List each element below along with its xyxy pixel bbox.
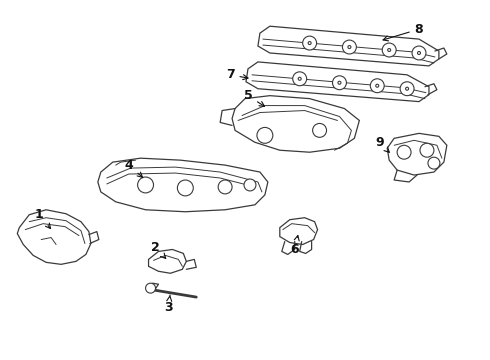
Text: 2: 2 [151, 241, 166, 258]
Circle shape [400, 82, 414, 96]
Circle shape [412, 46, 426, 60]
Circle shape [397, 145, 411, 159]
Circle shape [343, 40, 356, 54]
Circle shape [406, 87, 409, 90]
Text: 8: 8 [383, 23, 423, 41]
Circle shape [244, 179, 256, 191]
Circle shape [298, 77, 301, 80]
Text: 1: 1 [35, 208, 50, 229]
Circle shape [420, 143, 434, 157]
Circle shape [218, 180, 232, 194]
Polygon shape [258, 26, 439, 66]
Circle shape [370, 79, 384, 93]
Text: 9: 9 [375, 136, 390, 152]
Polygon shape [387, 133, 447, 175]
Text: 4: 4 [124, 159, 143, 177]
Polygon shape [232, 96, 359, 152]
Text: 7: 7 [226, 68, 248, 81]
Circle shape [338, 81, 341, 84]
Text: 3: 3 [164, 295, 173, 314]
Circle shape [313, 123, 326, 137]
Polygon shape [17, 210, 91, 264]
Circle shape [376, 84, 379, 87]
Circle shape [303, 36, 317, 50]
Circle shape [333, 76, 346, 90]
Polygon shape [246, 62, 429, 102]
Circle shape [417, 51, 420, 54]
Circle shape [428, 157, 440, 169]
Polygon shape [280, 218, 318, 244]
Circle shape [257, 127, 273, 143]
Polygon shape [98, 158, 268, 212]
Circle shape [177, 180, 193, 196]
Circle shape [388, 49, 391, 51]
Polygon shape [148, 249, 186, 273]
Circle shape [382, 43, 396, 57]
Text: 5: 5 [244, 89, 265, 106]
Circle shape [308, 41, 311, 45]
Circle shape [348, 46, 351, 49]
Circle shape [138, 177, 153, 193]
Text: 6: 6 [291, 235, 299, 256]
Circle shape [146, 283, 155, 293]
Circle shape [293, 72, 307, 86]
